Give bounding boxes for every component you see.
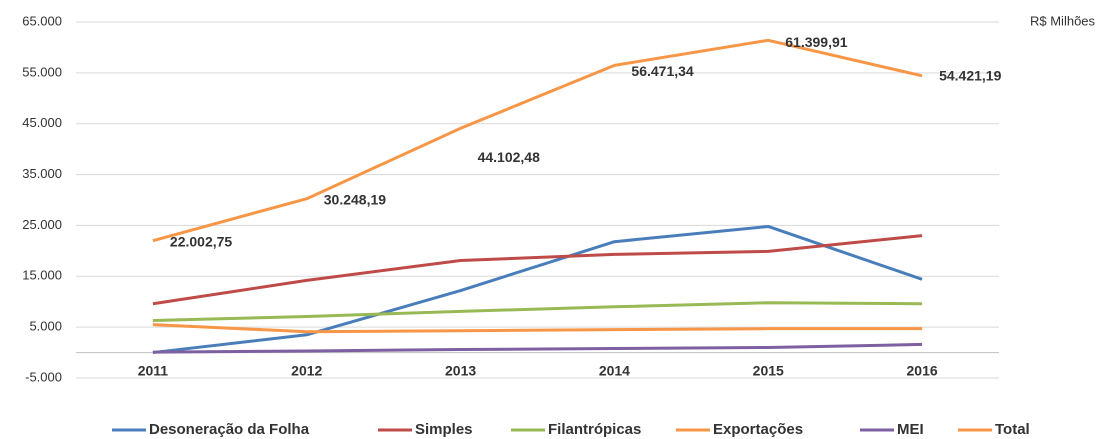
series-line bbox=[152, 224, 923, 355]
y-tick-label: -5.000 bbox=[25, 369, 62, 384]
data-label: 61.399,91 bbox=[785, 34, 847, 50]
series-line bbox=[152, 234, 923, 306]
legend-label: MEI bbox=[897, 421, 924, 438]
legend-label: Total bbox=[995, 421, 1030, 438]
data-label: 56.471,34 bbox=[631, 63, 693, 79]
y-tick-label: 35.000 bbox=[22, 166, 62, 181]
series-line bbox=[152, 38, 923, 243]
y-tick-label: 5.000 bbox=[29, 319, 62, 334]
x-tick-label: 2011 bbox=[138, 363, 169, 379]
series-line bbox=[152, 301, 923, 323]
series-line bbox=[152, 323, 923, 334]
y-tick-label: 45.000 bbox=[22, 115, 62, 130]
legend-label: Exportações bbox=[713, 421, 803, 438]
data-label: 30.248,19 bbox=[324, 191, 386, 207]
data-label: 54.421,19 bbox=[939, 68, 1001, 84]
y-tick-label: 25.000 bbox=[22, 217, 62, 232]
legend-label: Desoneração da Folha bbox=[149, 421, 310, 438]
x-tick-label: 2012 bbox=[291, 363, 322, 379]
x-tick-label: 2013 bbox=[445, 363, 476, 379]
unit-annotation: R$ Milhões bbox=[1030, 13, 1096, 28]
y-tick-label: 65.000 bbox=[22, 13, 62, 28]
x-tick-label: 2016 bbox=[907, 363, 938, 379]
x-tick-label: 2015 bbox=[753, 363, 784, 379]
series-line bbox=[152, 342, 923, 354]
y-tick-label: 15.000 bbox=[22, 268, 62, 283]
y-tick-label: 55.000 bbox=[22, 64, 62, 79]
legend-label: Simples bbox=[415, 421, 473, 438]
data-label: 22.002,75 bbox=[170, 233, 232, 249]
x-tick-label: 2014 bbox=[599, 363, 630, 379]
legend-label: Filantrópicas bbox=[548, 421, 641, 438]
data-label: 44.102,48 bbox=[478, 149, 540, 165]
